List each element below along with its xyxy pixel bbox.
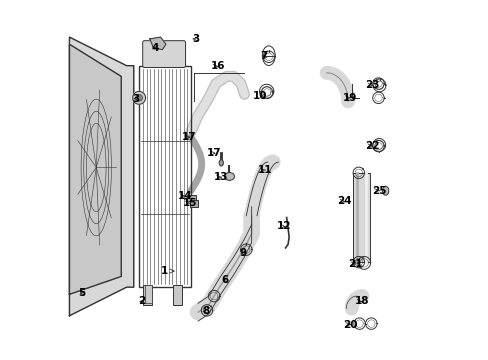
Text: 21: 21 [348,259,363,269]
Polygon shape [132,91,145,104]
Text: 12: 12 [277,221,291,231]
Bar [142,285,151,305]
Text: 22: 22 [364,141,379,151]
Text: 25: 25 [371,186,386,196]
Bar [139,66,190,287]
FancyBboxPatch shape [142,41,185,67]
Text: 20: 20 [343,320,357,330]
Polygon shape [69,44,121,294]
Text: 9: 9 [239,248,246,258]
Text: 1: 1 [160,266,174,276]
Text: 7: 7 [260,51,267,61]
Text: 16: 16 [210,62,224,71]
Text: 2: 2 [138,296,145,306]
Polygon shape [136,95,142,101]
Text: 6: 6 [221,275,228,285]
Text: 23: 23 [364,80,379,90]
Text: 3: 3 [192,34,200,44]
Text: 15: 15 [183,198,197,208]
Text: 11: 11 [257,165,272,175]
Text: 5: 5 [78,288,85,298]
Bar [145,285,151,303]
Polygon shape [149,37,165,50]
Text: 17: 17 [206,148,221,158]
Bar [190,201,198,207]
Polygon shape [69,37,134,316]
Text: 8: 8 [202,306,209,316]
Text: 4: 4 [151,43,159,53]
Ellipse shape [219,159,223,166]
Ellipse shape [382,186,388,195]
Text: 3: 3 [132,94,139,104]
Text: 18: 18 [354,296,368,306]
Bar [353,173,369,262]
Bar [173,285,182,305]
Text: 24: 24 [336,197,351,206]
Text: 19: 19 [342,93,356,103]
Text: 13: 13 [213,172,228,182]
Text: 10: 10 [253,91,267,101]
Bar [186,195,195,202]
Text: 17: 17 [182,132,196,142]
Ellipse shape [224,172,234,180]
Text: 14: 14 [178,191,192,201]
